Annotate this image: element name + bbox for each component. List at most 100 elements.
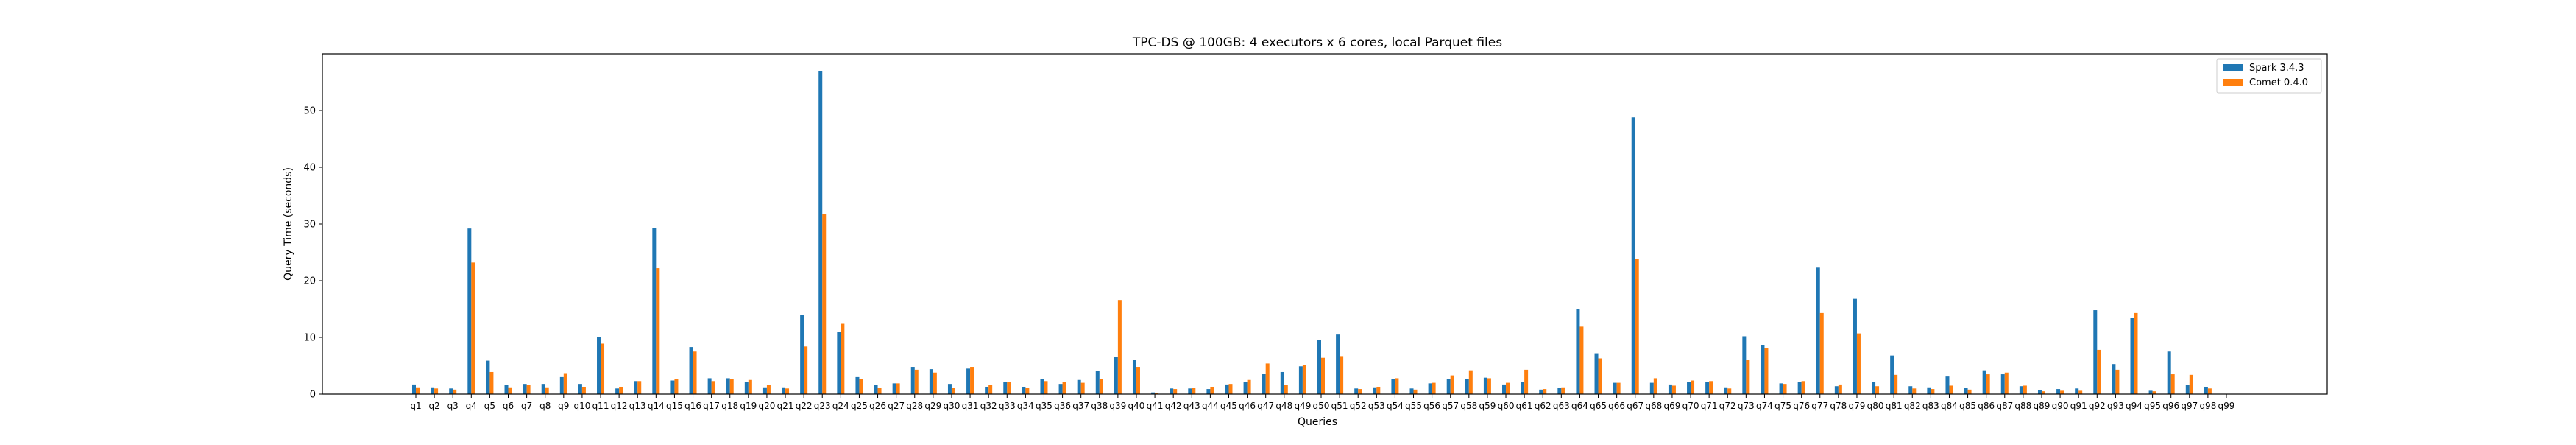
bar-spark-q41 bbox=[1151, 392, 1156, 394]
legend-swatch-comet bbox=[2223, 79, 2243, 86]
bar-spark-q25 bbox=[855, 376, 860, 394]
bar-comet-q51 bbox=[1340, 356, 1344, 394]
bar-comet-q47 bbox=[1265, 363, 1270, 394]
bar-comet-q45 bbox=[1228, 384, 1233, 394]
x-tick-label: q57 bbox=[1442, 401, 1459, 411]
bar-comet-q49 bbox=[1302, 365, 1306, 394]
bar-comet-q41 bbox=[1155, 393, 1159, 394]
bar-spark-q95 bbox=[2148, 390, 2153, 394]
x-tick-label: q62 bbox=[1535, 401, 1551, 411]
bar-spark-q86 bbox=[1982, 370, 1986, 394]
bar-spark-q32 bbox=[985, 386, 989, 394]
bar-spark-q61 bbox=[1521, 382, 1525, 394]
bar-spark-q97 bbox=[2185, 385, 2190, 394]
bar-spark-q66 bbox=[1613, 382, 1617, 394]
x-tick-label: q45 bbox=[1220, 401, 1237, 411]
bar-spark-q87 bbox=[2000, 374, 2005, 394]
bar-comet-q74 bbox=[1764, 348, 1769, 394]
bar-comet-q97 bbox=[2189, 374, 2193, 394]
x-tick-label: q97 bbox=[2181, 401, 2198, 411]
bar-comet-q26 bbox=[877, 388, 882, 394]
x-tick-label: q33 bbox=[999, 401, 1016, 411]
bar-comet-q70 bbox=[1691, 380, 1695, 394]
x-tick-label: q47 bbox=[1257, 401, 1274, 411]
x-tick-label: q35 bbox=[1036, 401, 1052, 411]
x-tick-label: q12 bbox=[611, 401, 628, 411]
x-tick-label: q73 bbox=[1738, 401, 1755, 411]
bar-comet-q52 bbox=[1358, 389, 1362, 394]
bar-spark-q75 bbox=[1779, 383, 1783, 394]
y-tick-label: 10 bbox=[303, 333, 316, 344]
bar-comet-q55 bbox=[1413, 389, 1418, 394]
bar-comet-q83 bbox=[1931, 389, 1935, 394]
x-tick-label: q89 bbox=[2034, 401, 2050, 411]
x-tick-label: q40 bbox=[1128, 401, 1145, 411]
bar-comet-q79 bbox=[1856, 333, 1861, 394]
bar-spark-q36 bbox=[1058, 384, 1063, 394]
x-tick-label: q15 bbox=[666, 401, 683, 411]
bar-comet-q77 bbox=[1819, 312, 1824, 394]
x-tick-label: q11 bbox=[592, 401, 609, 411]
x-tick-label: q22 bbox=[796, 401, 813, 411]
x-tick-label: q91 bbox=[2070, 401, 2087, 411]
bar-comet-q81 bbox=[1894, 374, 1898, 394]
bar-spark-q60 bbox=[1502, 384, 1507, 394]
x-axis-label: Queries bbox=[1298, 416, 1337, 428]
bar-comet-q6 bbox=[508, 387, 512, 394]
bar-spark-q30 bbox=[947, 384, 952, 394]
bar-spark-q1 bbox=[412, 384, 416, 394]
x-tick-label: q65 bbox=[1590, 401, 1607, 411]
x-tick-label: q54 bbox=[1387, 401, 1404, 411]
bar-spark-q54 bbox=[1391, 379, 1395, 394]
x-tick-label: q44 bbox=[1202, 401, 1219, 411]
bar-comet-q24 bbox=[841, 323, 845, 394]
bar-spark-q19 bbox=[744, 382, 749, 394]
bar-comet-q76 bbox=[1801, 381, 1805, 394]
legend-swatch-spark bbox=[2223, 64, 2243, 71]
x-tick-label: q13 bbox=[629, 401, 646, 411]
bar-comet-q44 bbox=[1210, 386, 1214, 394]
bar-spark-q31 bbox=[966, 368, 971, 394]
x-tick-label: q20 bbox=[758, 401, 775, 411]
bar-comet-q33 bbox=[1007, 382, 1011, 394]
bar-comet-q84 bbox=[1949, 385, 1953, 394]
x-tick-label: q25 bbox=[851, 401, 868, 411]
bar-spark-q94 bbox=[2130, 318, 2134, 394]
x-tick-label: q92 bbox=[2089, 401, 2106, 411]
bar-spark-q67 bbox=[1631, 117, 1635, 395]
x-tick-label: q43 bbox=[1183, 401, 1200, 411]
x-tick-label: q23 bbox=[814, 401, 831, 411]
x-tick-label: q50 bbox=[1313, 401, 1330, 411]
bar-comet-q48 bbox=[1284, 385, 1288, 394]
x-tick-label: q2 bbox=[428, 401, 439, 411]
bar-spark-q4 bbox=[467, 228, 472, 394]
bar-spark-q73 bbox=[1742, 336, 1747, 394]
bar-comet-q15 bbox=[674, 379, 679, 394]
bar-spark-q72 bbox=[1724, 387, 1728, 394]
x-tick-label: q9 bbox=[558, 401, 569, 411]
legend-label-comet: Comet 0.4.0 bbox=[2249, 77, 2308, 88]
bar-spark-q47 bbox=[1262, 374, 1266, 394]
x-tick-label: q27 bbox=[888, 401, 905, 411]
bar-comet-q80 bbox=[1875, 386, 1880, 394]
x-tick-label: q64 bbox=[1571, 401, 1588, 411]
bar-spark-q64 bbox=[1576, 309, 1580, 394]
bar-spark-q52 bbox=[1354, 388, 1359, 394]
y-axis: 0 10 20 30 40 50 bbox=[303, 106, 322, 401]
bar-comet-q88 bbox=[2023, 385, 2027, 394]
bar-spark-q77 bbox=[1816, 267, 1820, 394]
bar-comet-q50 bbox=[1321, 357, 1325, 394]
x-tick-label: q36 bbox=[1054, 401, 1071, 411]
bar-spark-q34 bbox=[1022, 386, 1026, 394]
x-tick-label: q66 bbox=[1608, 401, 1625, 411]
x-tick-label: q87 bbox=[1996, 401, 2013, 411]
bar-comet-q57 bbox=[1450, 375, 1454, 394]
x-tick-label: q38 bbox=[1091, 401, 1108, 411]
bar-comet-q62 bbox=[1543, 389, 1547, 394]
bar-comet-q94 bbox=[2134, 312, 2138, 394]
bar-spark-q27 bbox=[892, 383, 896, 394]
x-tick-label: q51 bbox=[1331, 401, 1348, 411]
x-tick-label: q81 bbox=[1886, 401, 1903, 411]
x-tick-label: q21 bbox=[777, 401, 794, 411]
bar-spark-q58 bbox=[1465, 379, 1469, 394]
